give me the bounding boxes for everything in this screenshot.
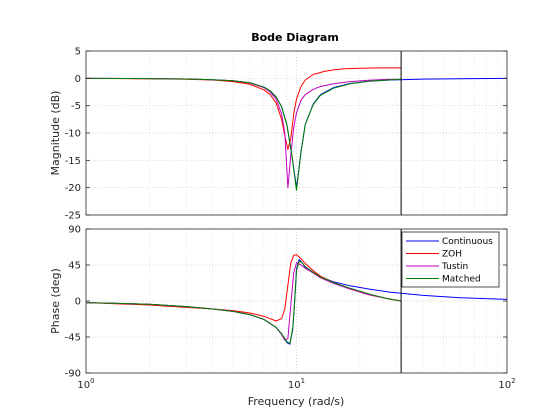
magnitude-series [85,67,508,191]
magnitude-y-tick-label: -25 [65,211,81,222]
phase-y-ticks: 90 45 0 -45 -90 [65,225,507,380]
phase-y-tick-label: 0 [75,297,81,308]
x-tick-label: 101 [288,377,305,391]
magnitude-panel: 5 0 -5 -10 -15 -20 -25 Magnitude (dB) [49,47,508,222]
magnitude-y-tick-label: -15 [65,156,81,167]
x-tick-label: 100 [77,377,94,391]
phase-grid [86,229,507,373]
chart-title: Bode Diagram [251,31,339,44]
magnitude-series-zoh [85,67,402,150]
frequency-x-label: Frequency (rad/s) [248,395,345,408]
frequency-x-ticks: 100 101 102 [77,377,515,391]
phase-panel: 90 45 0 -45 -90 100 101 102 Phase (deg) Freque… [49,225,516,409]
legend-label-continuous: Continuous [442,237,493,247]
x-tick-label: 102 [498,377,515,391]
magnitude-series-matched [85,77,402,191]
phase-y-tick-label: 90 [68,225,81,236]
magnitude-y-label: Magnitude (dB) [49,91,62,176]
magnitude-y-tick-label: -20 [65,183,81,194]
phase-series-matched [85,260,402,344]
magnitude-y-tick-label: -5 [71,101,81,112]
magnitude-y-ticks: 5 0 -5 -10 -15 -20 -25 [65,47,507,222]
legend-label-zoh: ZOH [442,250,462,260]
phase-y-label: Phase (deg) [49,268,62,334]
phase-y-tick-label: 45 [68,261,81,272]
phase-y-tick-label: -90 [65,369,81,380]
magnitude-y-tick-label: 5 [75,47,81,58]
legend: Continuous ZOH Tustin Matched [401,231,500,288]
phase-series [85,254,508,345]
phase-y-tick-label: -45 [65,333,81,344]
legend-label-tustin: Tustin [441,262,468,272]
magnitude-y-tick-label: 0 [75,74,81,85]
legend-label-matched: Matched [442,275,481,285]
magnitude-y-tick-label: -10 [65,129,81,140]
